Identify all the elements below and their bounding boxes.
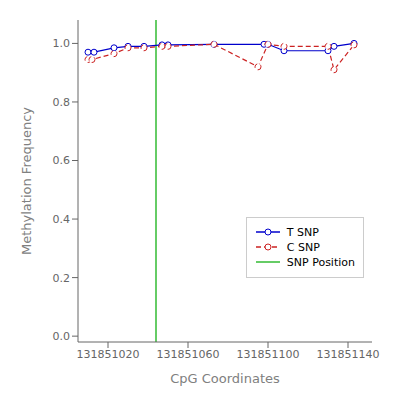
svg-text:0.4: 0.4 bbox=[53, 213, 71, 226]
svg-text:0.8: 0.8 bbox=[53, 96, 71, 109]
html-text:SNP Position: SNP Position bbox=[286, 255, 355, 269]
html-text:T SNP: T SNP bbox=[286, 225, 319, 239]
svg-text:0.0: 0.0 bbox=[53, 330, 71, 343]
svg-text:CpG Coordinates: CpG Coordinates bbox=[170, 371, 280, 386]
svg-text:131851060: 131851060 bbox=[157, 348, 220, 361]
svg-text:131851140: 131851140 bbox=[317, 348, 380, 361]
svg-text:Methylation Frequency: Methylation Frequency bbox=[19, 107, 34, 255]
svg-text:0.6: 0.6 bbox=[53, 154, 71, 167]
svg-text:131851100: 131851100 bbox=[237, 348, 300, 361]
svg-text:131851020: 131851020 bbox=[77, 348, 140, 361]
svg-text:0.2: 0.2 bbox=[53, 272, 71, 285]
svg-text:1.0: 1.0 bbox=[53, 37, 71, 50]
html-text:C SNP: C SNP bbox=[286, 240, 320, 254]
